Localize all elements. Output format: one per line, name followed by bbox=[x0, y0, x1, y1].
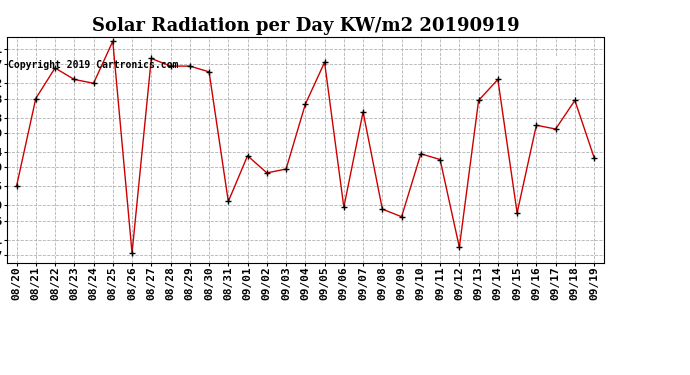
Text: Radiation  (kW/m2): Radiation (kW/m2) bbox=[480, 56, 593, 66]
Text: Copyright 2019 Cartronics.com: Copyright 2019 Cartronics.com bbox=[8, 60, 179, 70]
Title: Solar Radiation per Day KW/m2 20190919: Solar Radiation per Day KW/m2 20190919 bbox=[92, 16, 519, 34]
